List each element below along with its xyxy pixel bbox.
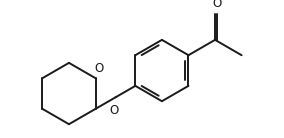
Text: O: O (212, 0, 221, 10)
Text: O: O (109, 104, 118, 117)
Text: O: O (94, 62, 103, 75)
